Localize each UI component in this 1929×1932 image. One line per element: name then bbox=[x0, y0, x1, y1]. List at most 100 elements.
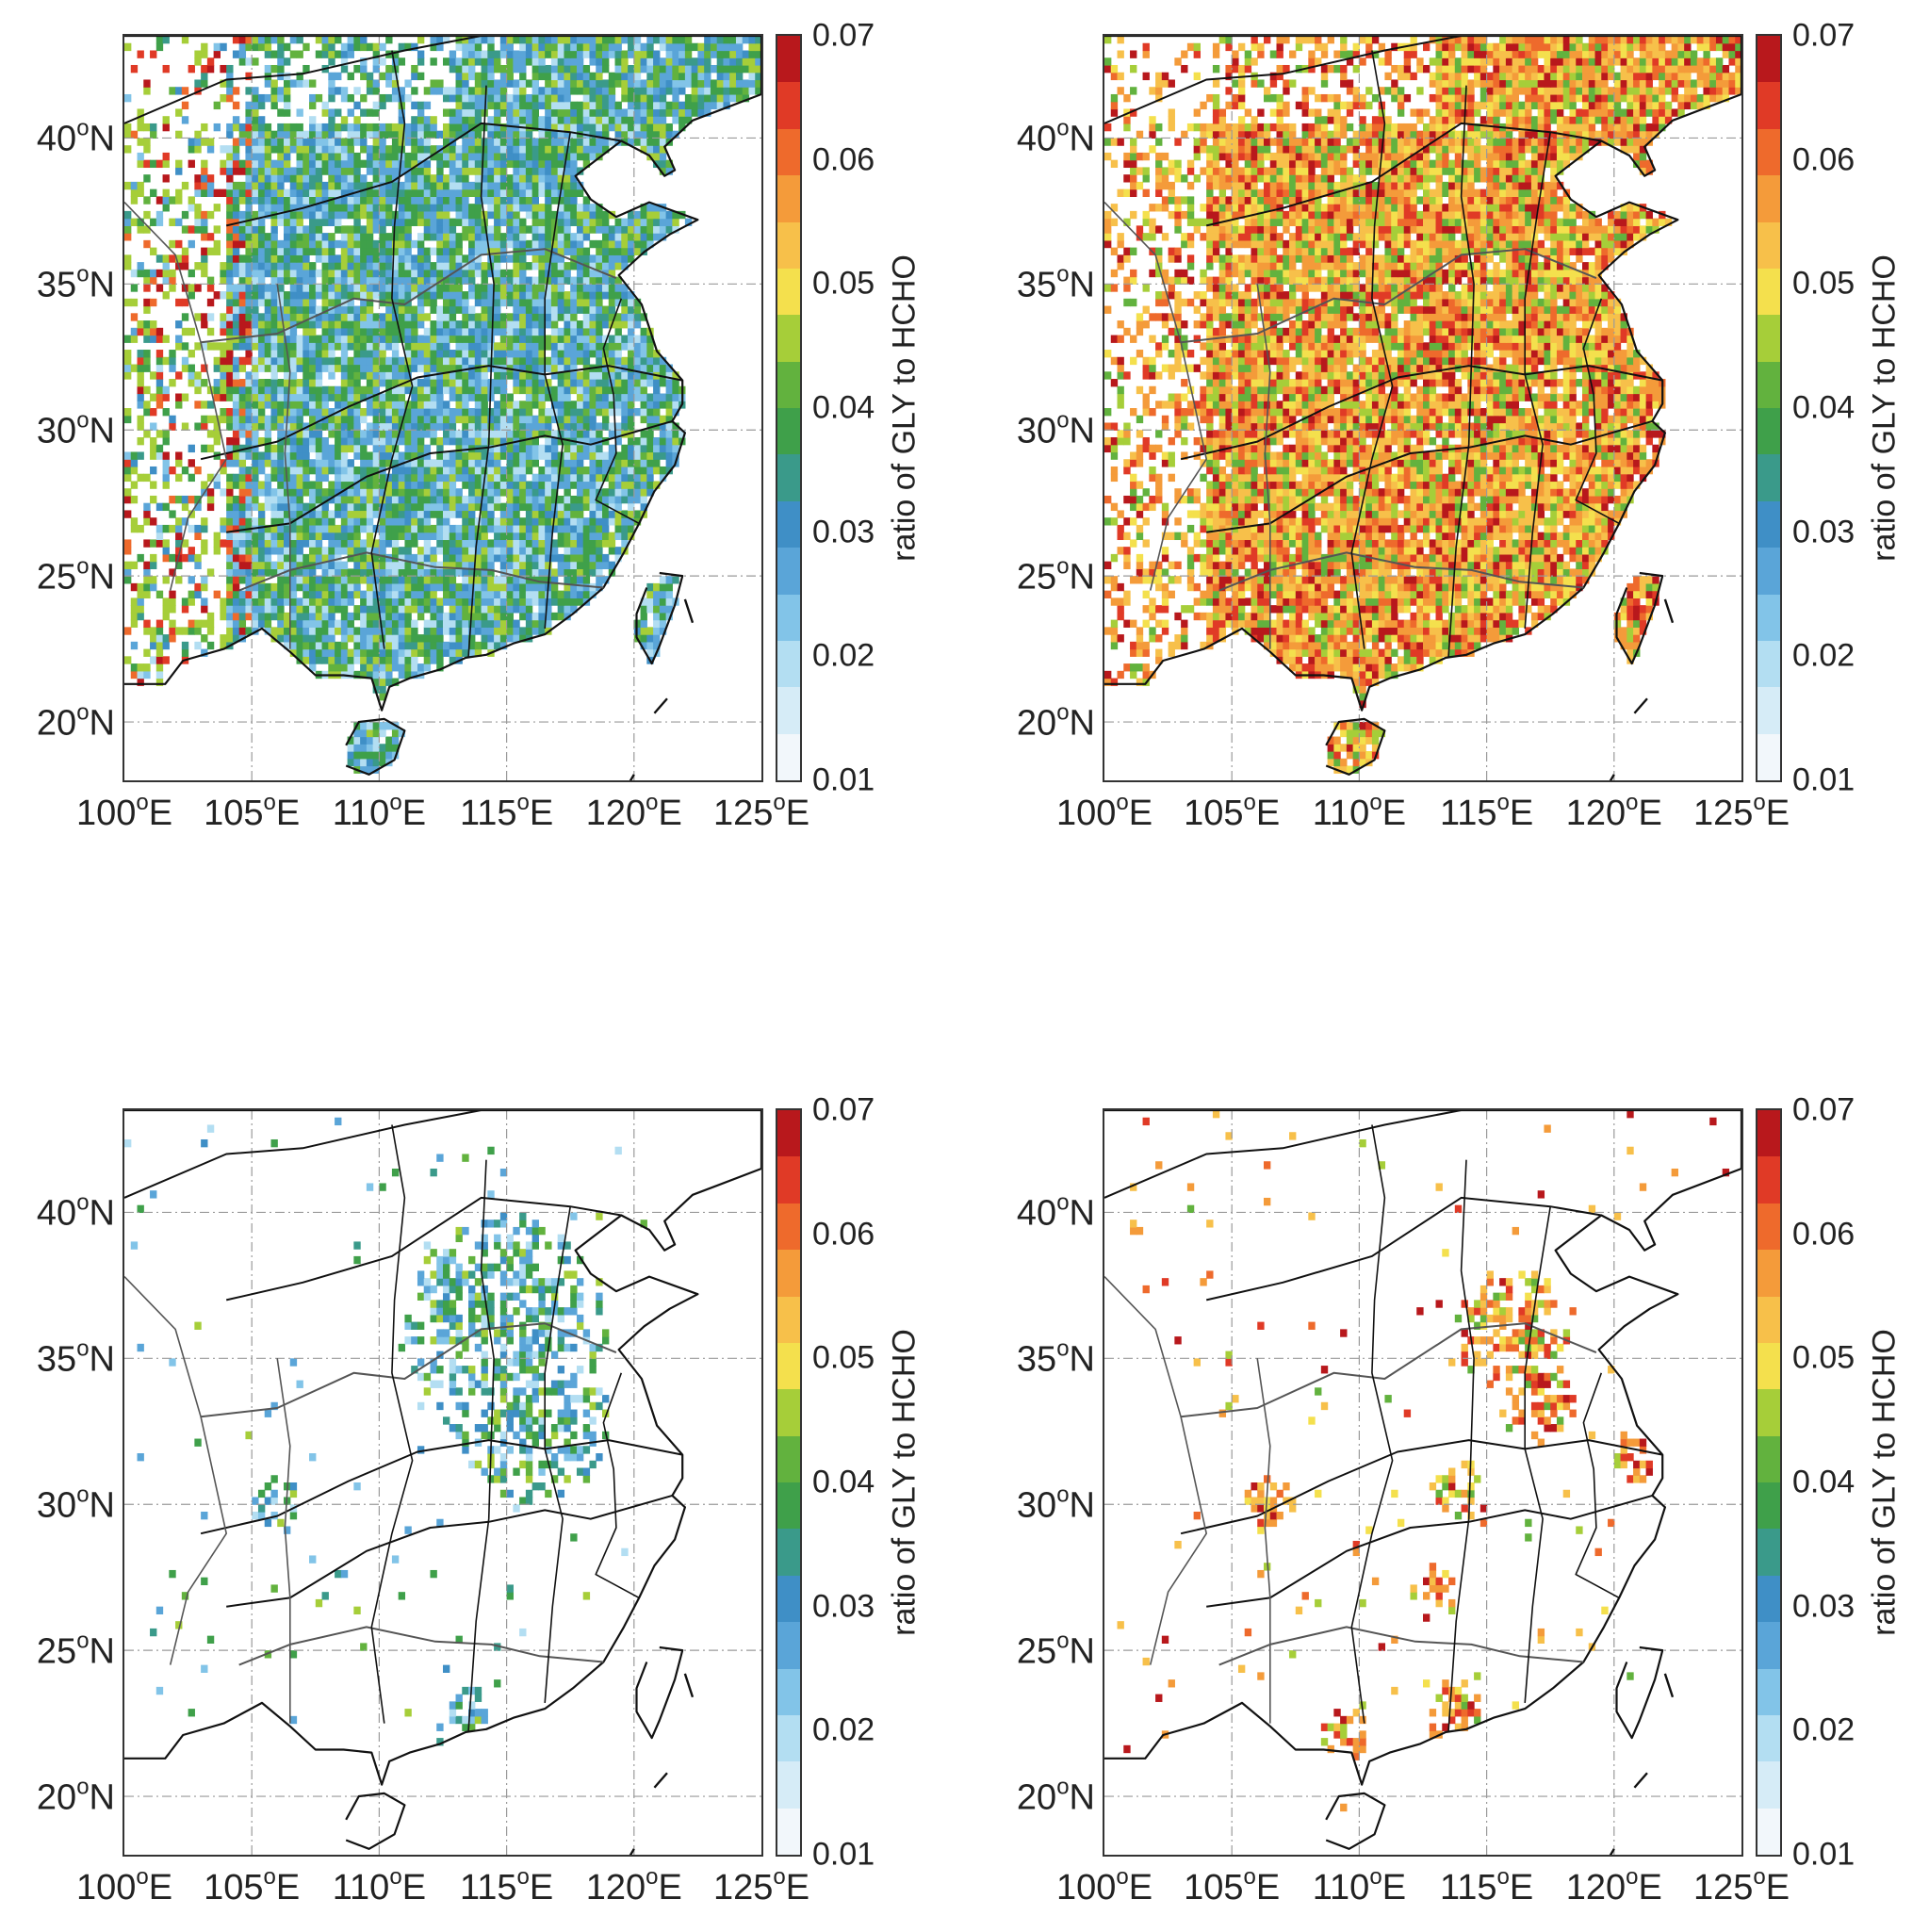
heatmap-cell bbox=[519, 356, 527, 366]
heatmap-cell bbox=[353, 547, 361, 555]
heatmap-cell bbox=[443, 627, 450, 635]
heatmap-cell bbox=[252, 553, 259, 563]
heatmap-cell bbox=[499, 276, 508, 285]
heatmap-cell bbox=[315, 641, 323, 650]
heatmap-cell bbox=[372, 167, 380, 175]
heatmap-cell bbox=[468, 408, 476, 417]
heatmap-cell bbox=[443, 547, 450, 555]
heatmap-cell bbox=[130, 582, 139, 592]
heatmap-cell bbox=[309, 174, 317, 183]
heatmap-cell bbox=[570, 590, 578, 598]
heatmap-cell bbox=[347, 401, 354, 409]
heatmap-cell bbox=[550, 174, 559, 183]
heatmap-cell bbox=[277, 634, 285, 643]
heatmap-cell bbox=[602, 459, 610, 467]
heatmap-cell bbox=[347, 568, 354, 577]
heatmap-cell bbox=[621, 254, 629, 263]
heatmap-cell bbox=[264, 356, 272, 366]
heatmap-cell bbox=[487, 313, 495, 321]
heatmap-cell bbox=[257, 582, 266, 592]
heatmap-cell bbox=[582, 576, 591, 584]
heatmap-cell bbox=[582, 481, 591, 489]
heatmap-cell bbox=[436, 218, 444, 226]
heatmap-cell bbox=[564, 495, 571, 504]
heatmap-cell bbox=[245, 422, 253, 431]
heatmap-cell bbox=[201, 576, 208, 584]
heatmap-cell bbox=[181, 356, 189, 366]
heatmap-cell bbox=[646, 335, 654, 343]
heatmap-cell bbox=[404, 430, 412, 438]
heatmap-cell bbox=[640, 473, 647, 483]
heatmap-cell bbox=[672, 130, 679, 139]
heatmap-cell bbox=[462, 181, 469, 190]
heatmap-cell bbox=[404, 634, 412, 643]
heatmap-cell bbox=[436, 634, 444, 643]
heatmap-cell bbox=[499, 152, 508, 161]
heatmap-cell bbox=[347, 612, 354, 621]
heatmap-cell bbox=[181, 262, 189, 270]
heatmap-cell bbox=[335, 590, 342, 598]
heatmap-cell bbox=[315, 539, 323, 548]
heatmap-cell bbox=[531, 291, 539, 300]
heatmap-cell bbox=[340, 320, 349, 329]
heatmap-cell bbox=[130, 269, 139, 278]
heatmap-cell bbox=[576, 524, 584, 533]
heatmap-cell bbox=[443, 320, 450, 329]
heatmap-cell bbox=[576, 123, 584, 132]
heatmap-cell bbox=[385, 291, 393, 300]
heatmap-cell bbox=[506, 547, 514, 555]
heatmap-cell bbox=[226, 488, 234, 497]
heatmap-cell bbox=[385, 181, 393, 190]
heatmap-cell bbox=[449, 327, 457, 336]
heatmap-cell bbox=[582, 276, 591, 285]
heatmap-cell bbox=[309, 634, 317, 643]
heatmap-cell bbox=[289, 605, 298, 614]
heatmap-cell bbox=[296, 305, 303, 314]
heatmap-cell bbox=[257, 547, 266, 555]
heatmap-cell bbox=[366, 524, 374, 533]
heatmap-cell bbox=[499, 335, 508, 343]
heatmap-cell bbox=[391, 430, 400, 438]
heatmap-cell bbox=[499, 451, 508, 460]
heatmap-cell bbox=[162, 605, 170, 614]
heatmap-cell bbox=[232, 568, 240, 577]
heatmap-cell bbox=[653, 612, 661, 621]
heatmap-cell bbox=[226, 356, 234, 366]
heatmap-cell bbox=[340, 590, 349, 598]
heatmap-cell bbox=[315, 356, 323, 366]
heatmap-cell bbox=[519, 364, 527, 372]
heatmap-cell bbox=[436, 605, 444, 614]
heatmap-cell bbox=[277, 138, 285, 146]
heatmap-cell bbox=[499, 342, 508, 351]
heatmap-cell bbox=[494, 524, 501, 533]
heatmap-cell bbox=[531, 627, 539, 635]
heatmap-cell bbox=[525, 204, 533, 212]
heatmap-cell bbox=[379, 254, 386, 263]
heatmap-cell bbox=[238, 517, 247, 526]
heatmap-cell bbox=[385, 188, 393, 197]
heatmap-cell bbox=[252, 444, 259, 453]
heatmap-cell bbox=[608, 466, 616, 475]
heatmap-cell bbox=[366, 576, 374, 584]
heatmap-cell bbox=[398, 605, 406, 614]
heatmap-cell bbox=[188, 239, 195, 249]
heatmap-cell bbox=[404, 379, 412, 387]
heatmap-cell bbox=[513, 561, 520, 569]
heatmap-cell bbox=[653, 466, 661, 475]
heatmap-cell bbox=[506, 254, 514, 263]
heatmap-cell bbox=[582, 524, 591, 533]
heatmap-cell bbox=[175, 167, 183, 175]
heatmap-cell bbox=[366, 517, 374, 526]
heatmap-cell bbox=[621, 298, 629, 307]
heatmap-cell bbox=[640, 350, 647, 358]
heatmap-cell bbox=[614, 466, 622, 475]
heatmap-cell bbox=[602, 233, 610, 241]
heatmap-cell bbox=[506, 218, 514, 226]
heatmap-cell bbox=[252, 247, 259, 255]
heatmap-cell bbox=[296, 269, 303, 278]
heatmap-cell bbox=[596, 379, 603, 387]
heatmap-cell bbox=[296, 130, 303, 139]
heatmap-cell bbox=[302, 262, 310, 270]
heatmap-cell bbox=[270, 291, 278, 300]
heatmap-cell bbox=[181, 495, 189, 504]
